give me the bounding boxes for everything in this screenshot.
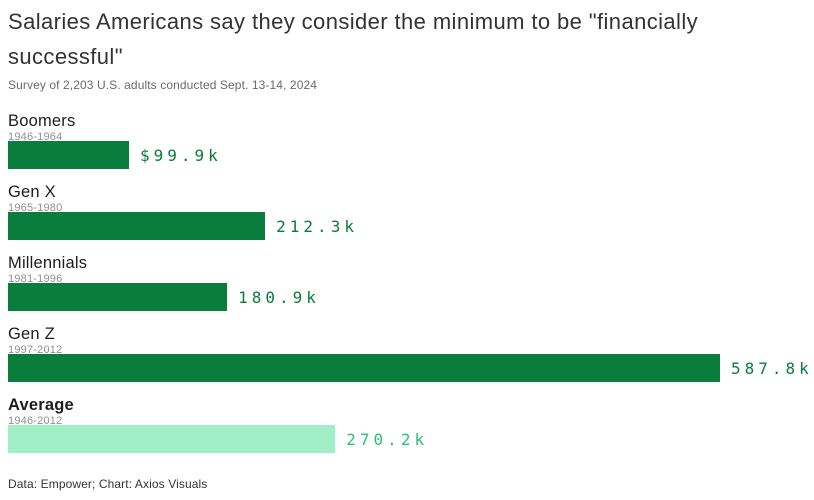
chart-source: Data: Empower; Chart: Axios Visuals [8, 477, 208, 491]
generation-years: 1946-1964 [8, 131, 63, 143]
generation-label: Boomers [8, 112, 76, 130]
bar-value-label: $99.9k [140, 146, 222, 165]
generation-label: Gen X [8, 183, 56, 201]
generation-label: Average [8, 396, 74, 414]
chart-row: Gen Z 1997-2012 587.8k [8, 325, 814, 396]
chart-rows: Boomers 1946-1964 $99.9k Gen X 1965-1980… [8, 112, 814, 468]
generation-label: Gen Z [8, 325, 55, 343]
chart-subtitle: Survey of 2,203 U.S. adults conducted Se… [8, 78, 318, 92]
generation-years: 1965-1980 [8, 202, 63, 214]
generation-years: 1946-2012 [8, 415, 63, 427]
generation-label: Millennials [8, 254, 88, 272]
bar-value-label: 180.9k [238, 288, 320, 307]
chart-row: Gen X 1965-1980 212.3k [8, 183, 814, 254]
chart-row: Average 1946-2012 270.2k [8, 396, 814, 467]
chart-row: Millennials 1981-1996 180.9k [8, 254, 814, 325]
value-bar [8, 425, 336, 453]
bar-value-label: 270.2k [346, 430, 429, 449]
value-bar [8, 283, 228, 311]
generation-years: 1997-2012 [8, 344, 63, 356]
chart-row: Boomers 1946-1964 $99.9k [8, 112, 814, 183]
bar-value-label: 212.3k [276, 217, 358, 236]
generation-years: 1981-1996 [8, 273, 63, 285]
value-bar [8, 212, 266, 240]
value-bar [8, 141, 129, 169]
bar-value-label: 587.8k [731, 359, 813, 378]
chart-title: Salaries Americans say they consider the… [8, 9, 699, 69]
value-bar [8, 354, 720, 382]
